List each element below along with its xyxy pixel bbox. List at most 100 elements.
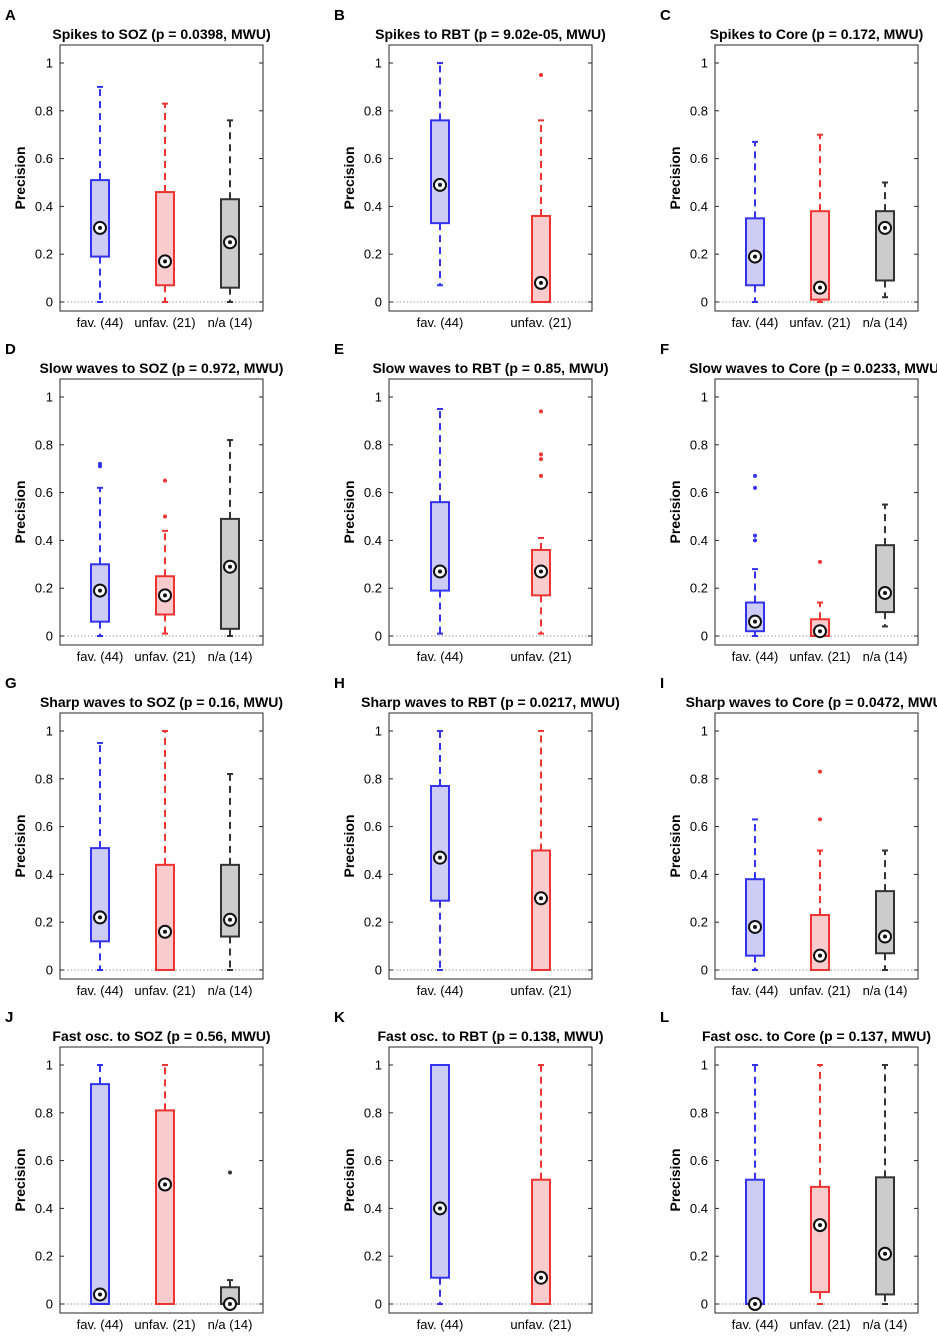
outlier-point [228, 1170, 232, 1175]
iqr-box [531, 849, 551, 971]
y-tick-label: 1 [375, 1058, 382, 1073]
iqr-box [810, 210, 830, 301]
median-dot [753, 254, 757, 259]
chart-panel-f: F Slow waves to Core (p = 0.0233, MWU) 0 0.… [660, 341, 937, 664]
x-tick-label: unfav. (21) [510, 983, 571, 998]
box-group-fav: fav. (44) [732, 1064, 778, 1332]
plot-frame [59, 378, 264, 646]
x-tick-label: fav. (44) [77, 1317, 124, 1332]
y-tick-label: 0.4 [690, 199, 708, 214]
chart-title: Slow waves to SOZ (p = 0.972, MWU) [40, 360, 284, 376]
median-dot [98, 588, 102, 593]
iqr-box [90, 1083, 110, 1305]
x-tick-label: fav. (44) [732, 983, 779, 998]
x-tick-label: n/a (14) [863, 1317, 908, 1332]
box-group-na: n/a (14) [208, 1170, 253, 1332]
box-group-fav: fav. (44) [77, 1064, 124, 1332]
y-tick-label: 0.6 [35, 151, 53, 166]
y-tick-label: 0.6 [690, 1153, 708, 1168]
outlier-point [753, 473, 757, 478]
y-tick-label: 0.6 [364, 485, 382, 500]
panel-label: C [660, 7, 671, 24]
outlier-point [163, 514, 167, 519]
chart-title: Fast osc. to RBT (p = 0.138, MWU) [378, 1028, 604, 1044]
median-dot [753, 619, 757, 624]
x-tick-label: unfav. (21) [134, 1317, 195, 1332]
plot-frame [59, 44, 264, 312]
chart-panel-a: A Spikes to SOZ (p = 0.0398, MWU) 0 0.2 0.4 0… [5, 7, 271, 330]
panel-label: G [5, 675, 17, 692]
y-tick-label: 1 [701, 390, 708, 405]
x-tick-label: fav. (44) [732, 649, 779, 664]
y-tick-label: 0 [701, 295, 708, 310]
iqr-box [875, 544, 895, 614]
y-tick-label: 0.4 [364, 867, 382, 882]
iqr-box [90, 847, 110, 943]
y-tick-label: 0.8 [364, 103, 382, 118]
median-dot [163, 1182, 167, 1187]
median-dot [98, 225, 102, 230]
x-tick-label: n/a (14) [208, 983, 253, 998]
x-tick-label: n/a (14) [863, 315, 908, 330]
panel-label: B [334, 7, 345, 24]
y-tick-label: 0 [46, 1297, 53, 1312]
box-group-fav: fav. (44) [417, 730, 463, 998]
box-group-fav: fav. (44) [732, 140, 778, 330]
y-tick-label: 0.4 [690, 867, 708, 882]
panel-label: F [660, 341, 669, 358]
plot-frame [714, 712, 919, 980]
median-dot [818, 953, 822, 958]
box-group-fav: fav. (44) [77, 461, 123, 664]
median-dot [818, 1223, 822, 1228]
y-tick-label: 0.2 [690, 915, 708, 930]
plot-frame [714, 378, 919, 646]
outlier-point [539, 409, 543, 414]
iqr-box [90, 179, 110, 258]
y-tick-label: 0.4 [35, 533, 53, 548]
iqr-box [155, 863, 175, 972]
y-tick-label: 0.4 [364, 1201, 382, 1216]
median-dot [163, 929, 167, 934]
box-group-fav: fav. (44) [77, 85, 123, 330]
y-tick-label: 0.2 [364, 581, 382, 596]
y-tick-label: 0.2 [35, 247, 53, 262]
y-tick-label: 0.8 [35, 437, 53, 452]
y-axis-label: Precision [341, 480, 357, 543]
x-tick-label: unfav. (21) [789, 649, 850, 664]
y-tick-label: 0.6 [35, 1153, 53, 1168]
chart-title: Spikes to Core (p = 0.172, MWU) [710, 26, 924, 42]
x-tick-label: n/a (14) [208, 1317, 253, 1332]
box-group-na: n/a (14) [863, 181, 908, 330]
y-tick-label: 0.6 [690, 485, 708, 500]
box-group-unfav: unfav. (21) [789, 559, 851, 664]
iqr-box [155, 191, 175, 287]
plot-frame [714, 1046, 919, 1314]
median-dot [883, 590, 887, 595]
y-tick-label: 1 [375, 390, 382, 405]
x-tick-label: unfav. (21) [789, 315, 850, 330]
median-dot [438, 1206, 442, 1211]
x-tick-label: unfav. (21) [510, 315, 571, 330]
plot-frame [388, 1046, 593, 1314]
chart-title: Slow waves to RBT (p = 0.85, MWU) [372, 360, 608, 376]
box-group-unfav: unfav. (21) [510, 1064, 572, 1332]
y-tick-label: 0.4 [35, 199, 53, 214]
x-tick-label: unfav. (21) [789, 1317, 850, 1332]
median-dot [818, 285, 822, 290]
y-tick-label: 0.4 [35, 867, 53, 882]
iqr-box [810, 1185, 830, 1294]
plot-frame [59, 1046, 264, 1314]
chart-title: Fast osc. to SOZ (p = 0.56, MWU) [52, 1028, 270, 1044]
box-group-unfav: unfav. (21) [134, 478, 196, 664]
iqr-box [745, 1178, 765, 1305]
iqr-box [430, 119, 450, 225]
y-axis-label: Precision [667, 146, 683, 209]
box-group-na: n/a (14) [208, 119, 252, 330]
outlier-point [539, 72, 543, 77]
median-dot [883, 934, 887, 939]
chart-title: Slow waves to Core (p = 0.0233, MWU) [689, 360, 937, 376]
chart-panel-k: K Fast osc. to RBT (p = 0.138, MWU) 0 0.2 0.… [334, 1009, 603, 1332]
iqr-box [430, 784, 450, 902]
chart-panel-g: G Sharp waves to SOZ (p = 0.16, MWU) 0 0.2 0… [5, 675, 283, 998]
plot-frame [388, 378, 593, 646]
